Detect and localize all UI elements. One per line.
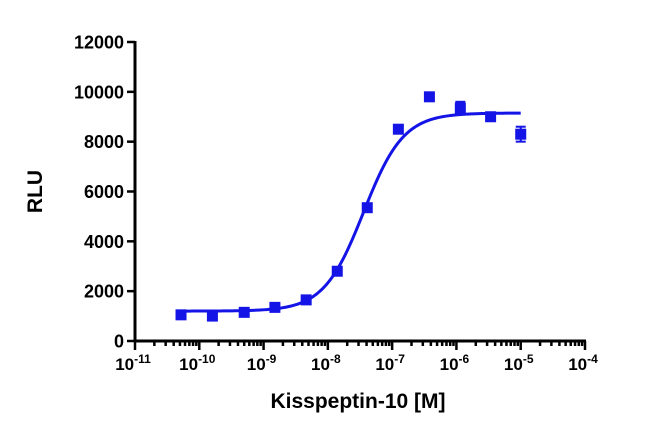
data-point-marker [515, 128, 527, 140]
data-point-marker [361, 202, 373, 214]
x-tick-label: 10-10 [179, 352, 216, 374]
data-point-marker [485, 111, 497, 123]
y-tick-label: 8000 [84, 132, 124, 152]
data-point-marker [423, 91, 435, 103]
fit-curve [179, 111, 521, 313]
x-tick-label: 10-5 [504, 352, 534, 374]
y-tick-label: 4000 [84, 232, 124, 252]
data-point [300, 294, 312, 306]
fit-curve-group [179, 111, 521, 313]
data-point [175, 309, 187, 321]
data-point-marker [269, 301, 281, 313]
data-point-marker [206, 310, 218, 322]
data-point-marker [238, 306, 250, 318]
y-tick-label: 2000 [84, 282, 124, 302]
x-tick-label: 10-8 [311, 352, 341, 374]
data-point [361, 202, 373, 214]
y-ticks: 0 2000 4000 6000 8000 10000 12000 [74, 33, 135, 352]
x-tick-label: 10-11 [115, 352, 151, 374]
axes [133, 41, 586, 343]
x-ticks: 10-11 10-10 10-9 10-8 10-7 10-6 10-5 10-4 [115, 341, 598, 374]
data-point [331, 265, 343, 277]
data-point [269, 301, 281, 313]
x-tick-label: 10-7 [375, 352, 405, 374]
y-tick-label: 10000 [74, 82, 124, 102]
data-point [392, 123, 404, 135]
y-tick-label: 0 [114, 332, 124, 352]
data-point [423, 91, 435, 103]
data-point-marker [175, 309, 187, 321]
data-point-marker [392, 123, 404, 135]
x-tick-label: 10-6 [440, 352, 470, 374]
x-tick-label: 10-9 [247, 352, 277, 374]
y-axis-title: RLU [24, 170, 47, 213]
data-point [485, 111, 497, 123]
data-point [515, 125, 527, 143]
data-point-marker [300, 294, 312, 306]
x-tick-label: 10-4 [568, 352, 598, 374]
data-points [175, 91, 527, 322]
data-point [454, 100, 466, 116]
y-tick-label: 12000 [74, 33, 124, 53]
data-point [206, 310, 218, 322]
data-point [238, 306, 250, 318]
data-point-marker [331, 265, 343, 277]
y-tick-label: 6000 [84, 182, 124, 202]
data-point-marker [454, 102, 466, 114]
x-axis-title: Kisspeptin-10 [M] [270, 390, 445, 413]
